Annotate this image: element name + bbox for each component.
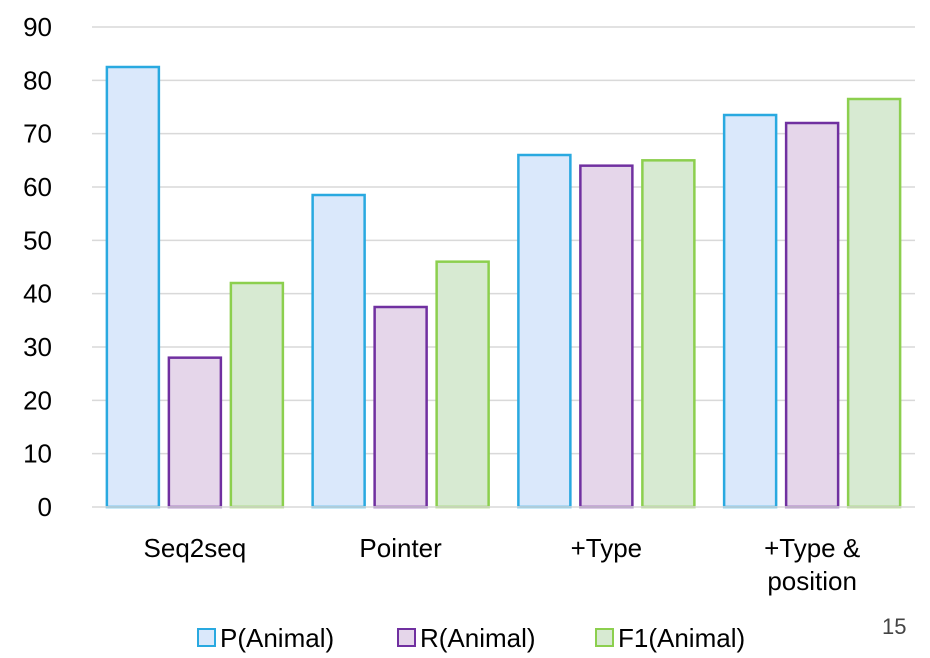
y-tick-label: 90 (23, 12, 52, 42)
bar-r-animal-1 (373, 305, 428, 509)
bar-r-animal-2 (579, 164, 634, 509)
y-axis-ticks: 0 10 20 30 40 50 60 70 80 90 (23, 12, 52, 522)
legend-swatch (197, 628, 216, 647)
x-axis-categories: Seq2seq Pointer +Type +Type &position (144, 533, 861, 596)
bars (105, 65, 902, 509)
x-category-label: position (767, 566, 857, 596)
bar-f1-animal-2 (641, 159, 696, 509)
legend-label: R(Animal) (420, 623, 536, 653)
legend-swatch (595, 628, 614, 647)
legend: P(Animal) R(Animal) F1(Animal) (197, 623, 745, 653)
x-category-label: Seq2seq (144, 533, 247, 563)
y-tick-label: 40 (23, 279, 52, 309)
legend-label: F1(Animal) (618, 623, 745, 653)
bar-p-animal-3 (722, 113, 778, 509)
bar-r-animal-0 (167, 356, 223, 509)
bar-p-animal-1 (311, 193, 366, 509)
bar-f1-animal-1 (435, 260, 490, 509)
y-tick-label: 30 (23, 332, 52, 362)
y-tick-label: 20 (23, 385, 52, 415)
bar-p-animal-2 (517, 153, 572, 509)
x-category-label: +Type & (764, 533, 860, 563)
page-number: 15 (882, 614, 906, 639)
y-tick-label: 10 (23, 439, 52, 469)
x-category-label: Pointer (359, 533, 442, 563)
y-tick-label: 60 (23, 172, 52, 202)
gridlines (92, 26, 915, 455)
y-tick-label: 0 (38, 492, 52, 522)
y-tick-label: 50 (23, 225, 52, 255)
y-tick-label: 80 (23, 65, 52, 95)
bar-p-animal-0 (105, 65, 161, 509)
bar-r-animal-3 (784, 121, 840, 509)
bar-f1-animal-0 (229, 281, 285, 509)
y-tick-label: 70 (23, 119, 52, 149)
legend-label: P(Animal) (220, 623, 334, 653)
x-category-label: +Type (571, 533, 643, 563)
legend-swatch (397, 628, 416, 647)
bar-f1-animal-3 (846, 97, 902, 509)
